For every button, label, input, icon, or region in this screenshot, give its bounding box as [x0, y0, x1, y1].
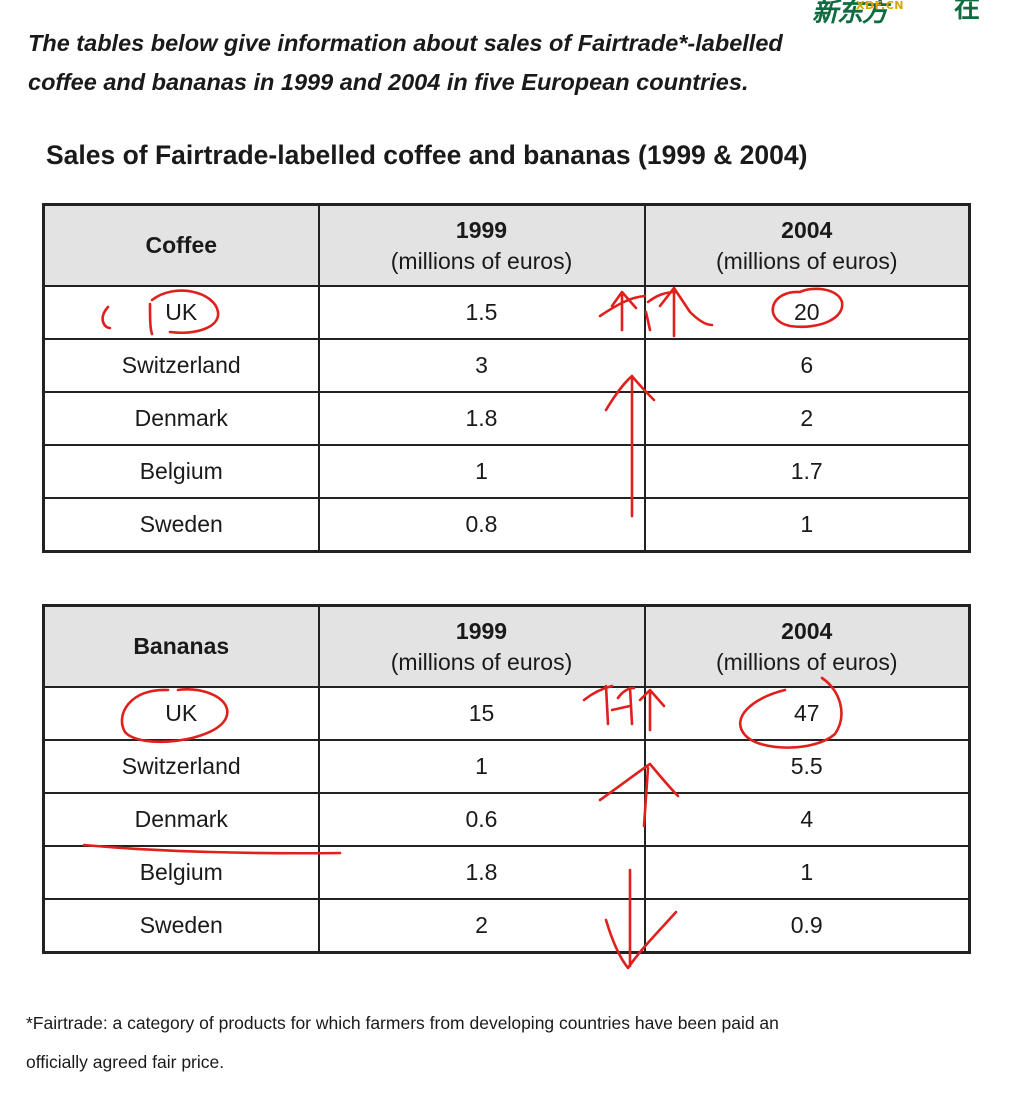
table-row: Denmark 1.8 2 [42, 391, 971, 446]
value-2004-cell: 5.5 [643, 739, 971, 794]
footnote: *Fairtrade: a category of products for w… [26, 1004, 1016, 1082]
xdf-logo: 新东方 XDF.CN 在 [812, 0, 980, 28]
year-label: 2004 [781, 216, 833, 243]
coffee-header-label: Coffee [42, 203, 320, 287]
page-title: Sales of Fairtrade-labelled coffee and b… [46, 140, 808, 170]
country-cell: Switzerland [42, 338, 320, 393]
footnote-line-2: officially agreed fair price. [26, 1052, 225, 1072]
table-row: Sweden 0.8 1 [42, 497, 971, 553]
country-cell: Belgium [42, 845, 320, 900]
value-1999-cell: 0.6 [317, 792, 646, 847]
coffee-header-1999: 1999 (millions of euros) [317, 203, 646, 287]
value-1999-cell: 2 [317, 898, 646, 954]
coffee-header-2004: 2004 (millions of euros) [643, 203, 971, 287]
country-cell: Sweden [42, 898, 320, 954]
logo-mark: 新东方 [812, 0, 888, 28]
country-cell: Switzerland [42, 739, 320, 794]
value-2004-cell: 1 [643, 845, 971, 900]
bananas-header-label: Bananas [42, 604, 320, 688]
value-2004-cell: 20 [643, 285, 971, 340]
value-2004-cell: 47 [643, 686, 971, 741]
country-cell: UK [42, 686, 320, 741]
bananas-table: Bananas 1999 (millions of euros) 2004 (m… [42, 604, 971, 954]
value-2004-cell: 1 [643, 497, 971, 553]
country-cell: Denmark [42, 792, 320, 847]
value-1999-cell: 0.8 [317, 497, 646, 553]
bananas-header-1999: 1999 (millions of euros) [317, 604, 646, 688]
unit-label: (millions of euros) [390, 648, 573, 675]
value-1999-cell: 3 [317, 338, 646, 393]
logo-cn: 在 [954, 0, 981, 24]
value-1999-cell: 1 [317, 444, 646, 499]
value-2004-cell: 1.7 [643, 444, 971, 499]
intro-line-1: The tables below give information about … [28, 30, 783, 56]
country-cell: UK [42, 285, 320, 340]
value-2004-cell: 4 [643, 792, 971, 847]
country-cell: Sweden [42, 497, 320, 553]
coffee-table: Coffee 1999 (millions of euros) 2004 (mi… [42, 203, 971, 553]
table-row: Belgium 1.8 1 [42, 845, 971, 900]
value-2004-cell: 0.9 [643, 898, 971, 954]
value-1999-cell: 1.5 [317, 285, 646, 340]
table-row: Belgium 1 1.7 [42, 444, 971, 499]
value-2004-cell: 6 [643, 338, 971, 393]
table-row: Sweden 2 0.9 [42, 898, 971, 954]
table-header-row: Bananas 1999 (millions of euros) 2004 (m… [42, 604, 971, 688]
country-cell: Belgium [42, 444, 320, 499]
country-cell: Denmark [42, 391, 320, 446]
unit-label: (millions of euros) [390, 247, 573, 274]
logo-sub: XDF.CN [856, 0, 904, 12]
year-label: 1999 [455, 216, 508, 243]
value-1999-cell: 1 [317, 739, 646, 794]
unit-label: (millions of euros) [716, 247, 898, 274]
value-1999-cell: 1.8 [317, 391, 646, 446]
value-2004-cell: 2 [643, 391, 971, 446]
year-label: 1999 [455, 617, 508, 644]
year-label: 2004 [781, 617, 833, 644]
intro-text: The tables below give information about … [28, 24, 988, 102]
table-row: Denmark 0.6 4 [42, 792, 971, 847]
intro-line-2: coffee and bananas in 1999 and 2004 in f… [28, 69, 749, 95]
unit-label: (millions of euros) [716, 648, 898, 675]
table-row: Switzerland 1 5.5 [42, 739, 971, 794]
table-header-row: Coffee 1999 (millions of euros) 2004 (mi… [42, 203, 971, 287]
table-row: UK 1.5 20 [42, 285, 971, 340]
table-row: Switzerland 3 6 [42, 338, 971, 393]
bananas-header-2004: 2004 (millions of euros) [643, 604, 971, 688]
value-1999-cell: 15 [317, 686, 646, 741]
value-1999-cell: 1.8 [317, 845, 646, 900]
table-row: UK 15 47 [42, 686, 971, 741]
footnote-line-1: *Fairtrade: a category of products for w… [26, 1013, 779, 1033]
